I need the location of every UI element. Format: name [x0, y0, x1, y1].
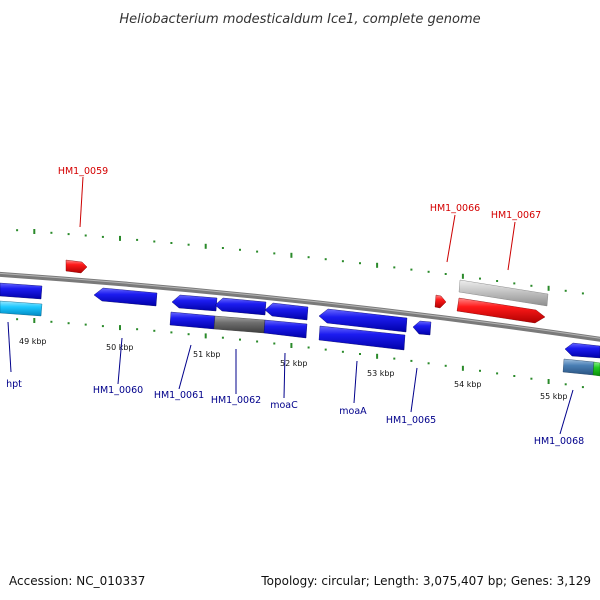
gene-arrow-hm1-0067-pseudo[interactable] — [458, 279, 549, 307]
topology-text: Topology: circular; Length: 3,075,407 bp… — [260, 574, 591, 588]
gene-block-moac[interactable] — [263, 319, 308, 339]
accession-text: Accession: NC_010337 — [9, 574, 145, 588]
gene-arrow-hm1-0067[interactable] — [456, 297, 546, 324]
gene-label-moaa[interactable]: moaA — [339, 406, 367, 417]
gene-label-hm1-0060[interactable]: HM1_0060 — [93, 385, 143, 396]
gene-block-moaa[interactable] — [318, 325, 406, 351]
gene-arrow-hm1-0065[interactable] — [412, 320, 432, 336]
gene-label-moac[interactable]: moaC — [270, 400, 298, 411]
gene-arrow-hm1-0061-top[interactable] — [171, 294, 218, 312]
map-title: Heliobacterium modesticaldum Ice1, compl… — [119, 12, 480, 27]
gene-block-hpt[interactable] — [0, 300, 43, 317]
leader-hm1-0061 — [178, 344, 192, 390]
genome-backbone-highlight — [0, 272, 600, 339]
gene-arrow-hm1-0062-top[interactable] — [214, 297, 267, 316]
leader-moac — [283, 352, 286, 399]
scale-label-51kbp: 51 kbp — [193, 350, 221, 359]
gene-arrow-hm1-0066[interactable] — [434, 294, 447, 309]
gene-arrow-hm1-0068-top[interactable] — [564, 342, 600, 359]
gene-label-hm1-0059[interactable]: HM1_0059 — [58, 166, 108, 177]
leader-hpt — [7, 321, 12, 373]
scale-label-50kbp: 50 kbp — [106, 343, 134, 352]
leader-hm1-0067 — [507, 221, 516, 271]
scale-label-55kbp: 55 kbp — [540, 392, 568, 401]
leader-moaa — [353, 360, 358, 404]
gene-block-hm1-0061[interactable] — [169, 311, 216, 330]
gene-label-hm1-0067[interactable]: HM1_0067 — [491, 210, 541, 221]
gene-arrow-hm1-0060[interactable] — [93, 287, 158, 307]
gene-arrow-hm1-0059[interactable] — [65, 259, 88, 274]
scale-label-53kbp: 53 kbp — [367, 369, 395, 378]
leader-hm1-0065 — [410, 367, 418, 413]
leader-hm1-0066 — [446, 214, 456, 263]
gene-label-hm1-0065[interactable]: HM1_0065 — [386, 415, 436, 426]
gene-label-hm1-0061[interactable]: HM1_0061 — [154, 390, 204, 401]
leader-hm1-0068 — [559, 389, 574, 435]
gene-label-hpt[interactable]: hpt — [6, 379, 22, 390]
genome-backbone — [0, 271, 600, 342]
gene-arrow-moaa-top[interactable] — [318, 308, 408, 333]
scale-tick-rows — [16, 229, 584, 389]
scale-label-49kbp: 49 kbp — [19, 337, 47, 346]
scale-label-54kbp: 54 kbp — [454, 380, 482, 389]
gene-block-hm1-0062[interactable] — [213, 315, 266, 334]
gene-label-hm1-0068[interactable]: HM1_0068 — [534, 436, 584, 447]
leader-hm1-0059 — [79, 176, 84, 228]
gene-label-hm1-0066[interactable]: HM1_0066 — [430, 203, 480, 214]
leader-hm1-0060 — [117, 337, 123, 385]
scale-label-52kbp: 52 kbp — [280, 359, 308, 368]
gene-arrow-hpt-top[interactable] — [0, 282, 43, 300]
gene-block-hm1-0068[interactable] — [562, 358, 595, 376]
gene-block-green[interactable] — [592, 361, 600, 377]
gene-arrow-moac-top[interactable] — [264, 302, 309, 321]
gene-label-hm1-0062[interactable]: HM1_0062 — [211, 395, 261, 406]
